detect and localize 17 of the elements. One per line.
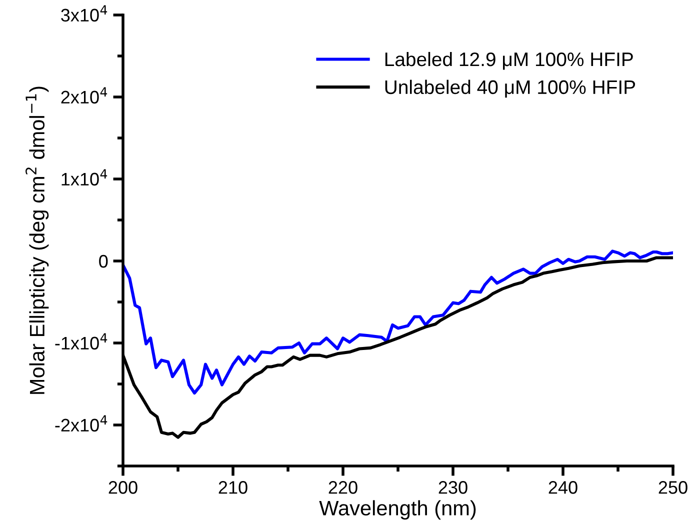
y-tick-label: -1x10$^{4}$ bbox=[55, 333, 108, 350]
y-tick-label: 1x10$^{4}$ bbox=[62, 169, 108, 186]
x-tick-label: 200 bbox=[108, 481, 138, 494]
line-series bbox=[123, 250, 673, 395]
y-tick-label: 3x10$^{4}$ bbox=[61, 5, 108, 22]
x-tick-label: 250 bbox=[658, 481, 688, 494]
y-axis-title: Molar Ellipticity (deg cm$^{2}$ dmol$^{−1}$) bbox=[26, 86, 49, 394]
y-tick-label: -2x10$^{4}$ bbox=[55, 415, 108, 432]
x-tick-label: 220 bbox=[328, 481, 358, 494]
legend-label: Unlabeled 40 μM 100% HFIP bbox=[385, 80, 636, 98]
y-tick-label: 0 bbox=[99, 254, 108, 268]
y-tick-label: 2x10$^{4}$ bbox=[61, 87, 108, 104]
x-tick-label: 230 bbox=[438, 481, 468, 494]
x-tick-label: 240 bbox=[548, 481, 578, 494]
legend-label: Labeled 12.9 μM 100% HFIP bbox=[385, 52, 633, 70]
x-axis-title: Wavelength (nm) bbox=[319, 500, 476, 520]
x-tick-label: 210 bbox=[218, 481, 248, 494]
